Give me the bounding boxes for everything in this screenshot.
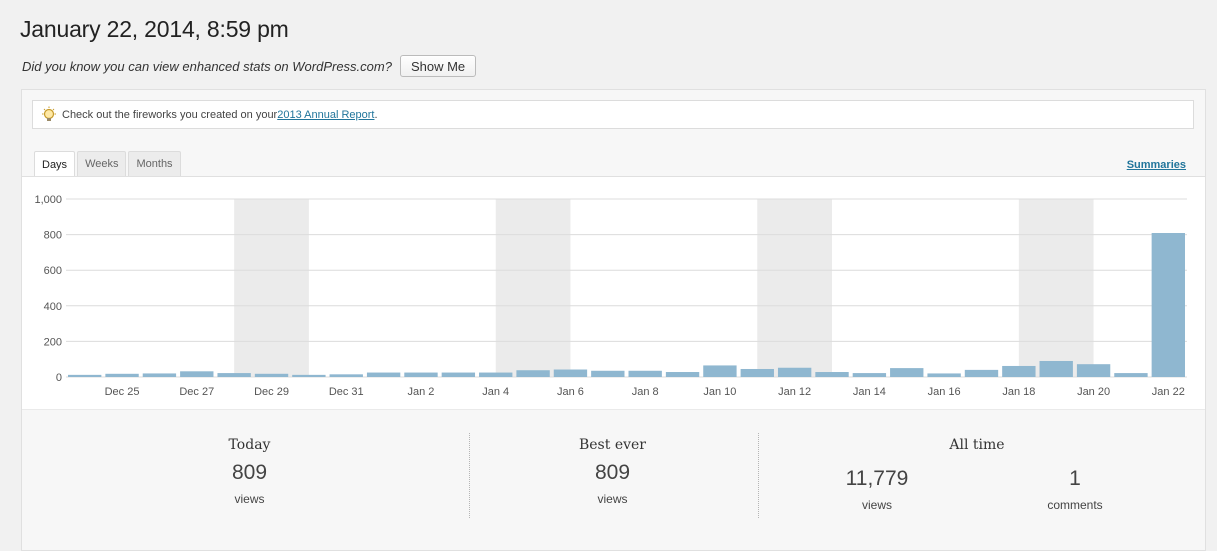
- y-tick-label: 800: [44, 230, 62, 242]
- chart-bar: [777, 367, 812, 377]
- chart-bar: [890, 368, 924, 377]
- chart-bar: [404, 372, 438, 377]
- chart-bar: [68, 374, 102, 377]
- views-chart: 0 200 400 600 800 1,000 Dec 25 Dec 27 Dec 29 Dec …: [22, 176, 1205, 410]
- x-tick-label: Jan 8: [632, 386, 659, 398]
- stat-today-views-label: views: [234, 492, 265, 506]
- x-tick-label: Jan 14: [853, 386, 886, 398]
- y-tick-label: 400: [44, 301, 62, 313]
- enhanced-stats-promo: Did you know you can view enhanced stats…: [22, 55, 477, 77]
- chart-bar: [1076, 364, 1111, 377]
- chart-bar: [927, 373, 961, 377]
- stats-summary: Today 809 views Best ever 809 views All …: [22, 433, 1205, 523]
- x-tick-label: Dec 29: [254, 386, 289, 398]
- stat-best-ever-heading: Best ever: [578, 437, 646, 453]
- chart-bar: [105, 373, 139, 377]
- notice-text-after: .: [374, 108, 378, 121]
- x-tick-label: Jan 10: [703, 386, 736, 398]
- stat-all-time-views-block: 11,779 views: [812, 433, 942, 512]
- chart-bar: [217, 373, 251, 377]
- chart-bar: [852, 373, 887, 377]
- stat-today: Today 809 views: [162, 433, 337, 518]
- x-tick-label: Jan 16: [928, 386, 961, 398]
- stat-divider: [758, 433, 759, 518]
- annual-report-link[interactable]: 2013 Annual Report: [277, 108, 375, 121]
- stat-all-time-comments-block: 1 comments: [1010, 433, 1140, 512]
- y-tick-label: 1,000: [34, 194, 62, 206]
- stat-all-time-heading: All time: [949, 437, 1005, 453]
- chart-bar: [142, 373, 177, 377]
- chart-bar: [180, 371, 214, 377]
- x-tick-label: Jan 2: [408, 386, 435, 398]
- x-tick-label: Jan 18: [1002, 386, 1035, 398]
- chart-bar: [665, 372, 700, 377]
- views-bar-chart: 0 200 400 600 800 1,000 Dec 25 Dec 27 Dec 29 Dec …: [34, 194, 1187, 398]
- tab-weeks[interactable]: Weeks: [77, 151, 127, 176]
- x-tick-label: Dec 27: [179, 386, 214, 398]
- show-me-button[interactable]: Show Me: [399, 55, 477, 77]
- stat-best-ever-views-label: views: [597, 492, 628, 506]
- x-tick-label: Jan 6: [557, 386, 584, 398]
- weekend-band: [757, 199, 833, 377]
- tab-months[interactable]: Months: [128, 151, 181, 176]
- weekend-band: [495, 199, 571, 377]
- period-tabs: Days Weeks Months: [34, 151, 183, 177]
- x-tick-label: Dec 25: [105, 386, 140, 398]
- stat-all-time-views: 11,779: [845, 467, 909, 490]
- y-tick-label: 0: [56, 372, 62, 384]
- stat-best-ever: Best ever 809 views: [525, 433, 700, 518]
- x-tick-label: Jan 12: [778, 386, 811, 398]
- chart-bar: [254, 373, 289, 377]
- weekend-band: [234, 199, 309, 377]
- chart-bar: [441, 372, 476, 377]
- chart-bar: [1151, 232, 1185, 377]
- stat-divider: [469, 433, 470, 518]
- chart-bar: [1114, 373, 1148, 377]
- chart-bar: [815, 372, 849, 377]
- stat-all-time-comments-label: comments: [1047, 498, 1103, 512]
- tab-days[interactable]: Days: [34, 151, 76, 177]
- chart-bar: [1002, 365, 1036, 377]
- stat-today-heading: Today: [228, 437, 271, 453]
- chart-bar: [366, 372, 401, 377]
- promo-text: Did you know you can view enhanced stats…: [22, 58, 392, 74]
- x-tick-label: Dec 31: [329, 386, 364, 398]
- notice-text-before: Check out the fireworks you created on y…: [62, 108, 278, 121]
- chart-bar: [628, 370, 662, 377]
- page-title: January 22, 2014, 8:59 pm: [20, 16, 289, 42]
- chart-bar: [740, 368, 774, 377]
- x-tick-label: Jan 4: [482, 386, 509, 398]
- chart-bar: [1039, 360, 1073, 377]
- chart-bar: [479, 372, 513, 377]
- chart-bar: [292, 374, 326, 377]
- stats-panel: Check out the fireworks you created on y…: [21, 89, 1206, 551]
- weekend-band: [1018, 199, 1094, 377]
- summaries-link[interactable]: Summaries: [1126, 159, 1186, 171]
- chart-bar: [591, 370, 625, 377]
- x-tick-label: Jan 20: [1077, 386, 1110, 398]
- x-tick-label: Jan 22: [1152, 386, 1185, 398]
- annual-report-notice: Check out the fireworks you created on y…: [32, 100, 1194, 129]
- lightbulb-icon: [36, 106, 62, 124]
- y-tick-label: 600: [44, 265, 62, 277]
- y-tick-label: 200: [44, 336, 62, 348]
- chart-bar: [553, 369, 588, 377]
- chart-bar: [329, 374, 363, 377]
- stat-all-time-views-label: views: [861, 498, 892, 512]
- stat-all-time-comments: 1: [1069, 467, 1081, 490]
- stat-today-views: 809: [231, 461, 268, 484]
- chart-bar: [964, 369, 999, 377]
- chart-bar: [703, 365, 737, 377]
- stat-best-ever-views: 809: [594, 461, 631, 484]
- stat-all-time: All time 11,779 views 1 comments: [812, 433, 1142, 518]
- chart-bar: [516, 370, 550, 377]
